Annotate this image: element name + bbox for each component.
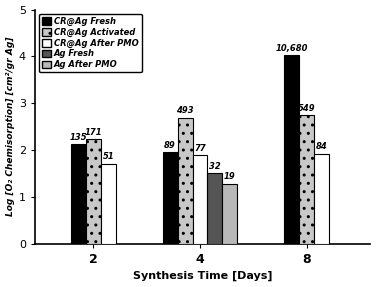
Bar — [101, 164, 116, 244]
Text: 32: 32 — [209, 162, 221, 171]
Legend: CR@Ag Fresh, CR@Ag Activated, CR@Ag After PMO, Ag Fresh, Ag After PMO: CR@Ag Fresh, CR@Ag Activated, CR@Ag Afte… — [39, 14, 142, 73]
Bar — [193, 155, 208, 244]
Bar — [222, 184, 237, 244]
Bar — [163, 152, 177, 244]
Bar — [86, 139, 101, 244]
Text: 89: 89 — [164, 141, 176, 150]
Text: 19: 19 — [224, 172, 236, 181]
Bar — [284, 55, 299, 244]
Text: 549: 549 — [298, 104, 315, 113]
Text: 135: 135 — [70, 133, 87, 141]
X-axis label: Synthesis Time [Days]: Synthesis Time [Days] — [133, 271, 272, 282]
Bar — [208, 173, 222, 244]
Bar — [177, 118, 193, 244]
Text: 77: 77 — [194, 144, 206, 153]
Text: 10,680: 10,680 — [275, 44, 308, 53]
Bar — [71, 144, 86, 244]
Text: 171: 171 — [85, 128, 102, 137]
Y-axis label: Log [O₂ Chemisorption] [cm²/gr Ag]: Log [O₂ Chemisorption] [cm²/gr Ag] — [6, 37, 15, 216]
Bar — [314, 154, 329, 244]
Bar — [299, 115, 314, 244]
Text: 51: 51 — [103, 152, 114, 161]
Text: 84: 84 — [315, 142, 327, 151]
Text: 493: 493 — [176, 106, 194, 115]
